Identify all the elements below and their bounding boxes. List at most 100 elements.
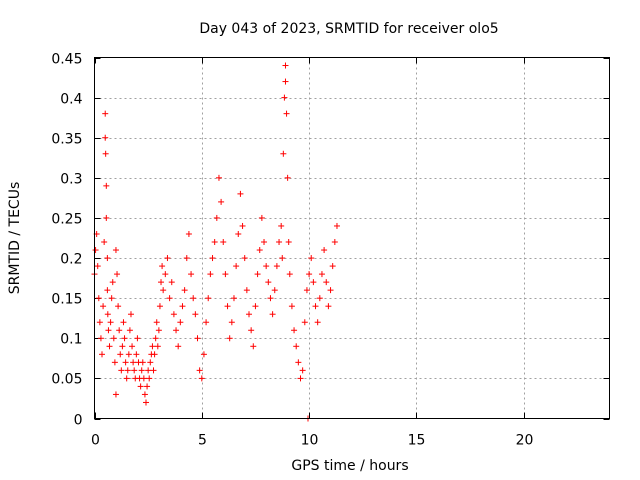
data-point: [243, 287, 250, 294]
data-point: [104, 311, 111, 318]
data-point: [162, 271, 169, 278]
data-point: [112, 247, 119, 254]
data-point: [226, 335, 233, 342]
data-point: [323, 279, 330, 286]
data-point: [220, 239, 227, 246]
data-point: [137, 383, 144, 390]
data-point: [198, 375, 205, 382]
data-point: [92, 247, 99, 254]
data-point: [151, 351, 158, 358]
x-tick-label: 5: [198, 433, 207, 449]
data-point: [103, 214, 110, 221]
data-point: [213, 214, 220, 221]
data-point: [141, 391, 148, 398]
data-point: [153, 319, 160, 326]
data-point: [233, 263, 240, 270]
data-point: [235, 230, 242, 237]
data-point: [114, 271, 121, 278]
data-point: [97, 335, 104, 342]
grid: [94, 57, 610, 419]
data-point: [144, 383, 151, 390]
data-point: [111, 359, 118, 366]
data-point: [318, 271, 325, 278]
data-point: [118, 367, 125, 374]
data-point: [273, 263, 280, 270]
data-point: [106, 343, 113, 350]
data-point: [160, 287, 167, 294]
y-tick-label: 0.3: [60, 172, 82, 188]
data-point: [329, 263, 336, 270]
data-point: [281, 94, 288, 101]
data-point: [284, 174, 291, 181]
data-point: [115, 303, 122, 310]
data-point: [265, 279, 272, 286]
data-point: [267, 295, 274, 302]
data-point: [143, 399, 149, 406]
data-point: [211, 239, 218, 246]
y-tick-label: 0.45: [51, 52, 82, 68]
data-point: [230, 295, 237, 302]
data-point: [314, 319, 321, 326]
data-point: [250, 343, 257, 350]
data-point: [248, 327, 255, 334]
data-point: [276, 239, 283, 246]
data-point: [192, 311, 199, 318]
data-point: [159, 263, 166, 270]
data-point: [156, 303, 163, 310]
data-point: [119, 343, 126, 350]
data-point: [282, 78, 289, 85]
data-point: [327, 287, 334, 294]
data-point: [110, 335, 117, 342]
data-point: [252, 303, 259, 310]
data-point: [123, 375, 130, 382]
data-point: [308, 255, 315, 262]
data-point: [254, 271, 261, 278]
data-point: [295, 359, 302, 366]
data-point: [166, 295, 173, 302]
data-point: [147, 359, 154, 366]
data-point: [133, 351, 140, 358]
data-point: [194, 335, 201, 342]
data-point: [207, 271, 214, 278]
data-point: [218, 198, 225, 205]
data-point: [241, 255, 248, 262]
data-point: [196, 367, 203, 374]
data-point: [108, 295, 115, 302]
data-point: [331, 239, 338, 246]
data-point: [102, 110, 109, 117]
data-point: [279, 255, 286, 262]
data-point: [288, 303, 295, 310]
data-point: [321, 247, 328, 254]
data-point: [280, 150, 287, 157]
data-point: [155, 327, 162, 334]
data-point: [129, 343, 136, 350]
data-point: [112, 391, 119, 398]
data-point: [150, 367, 157, 374]
data-point: [154, 343, 161, 350]
data-point: [306, 271, 313, 278]
data-point: [139, 359, 146, 366]
x-axis-label: GPS time / hours: [291, 458, 408, 474]
data-point: [126, 327, 133, 334]
chart-title: Day 043 of 2023, SRMTID for receiver olo…: [199, 21, 498, 37]
data-point: [200, 351, 207, 358]
data-point: [261, 239, 268, 246]
data-point: [263, 263, 270, 270]
data-point: [168, 279, 175, 286]
y-tick-label: 0.15: [51, 292, 82, 308]
plot-frame: [94, 57, 610, 419]
data-point: [303, 287, 310, 294]
data-point: [215, 174, 222, 181]
data-point: [256, 247, 263, 254]
y-tick-label: 0.1: [60, 332, 82, 348]
data-point: [149, 343, 156, 350]
data-point: [333, 222, 340, 229]
data-point: [134, 335, 141, 342]
data-point: [116, 327, 123, 334]
data-point: [237, 190, 244, 197]
data-point: [299, 367, 306, 374]
y-tick-label: 0: [74, 413, 83, 429]
data-point: [271, 287, 278, 294]
data-point: [224, 303, 231, 310]
data-point: [282, 62, 289, 69]
